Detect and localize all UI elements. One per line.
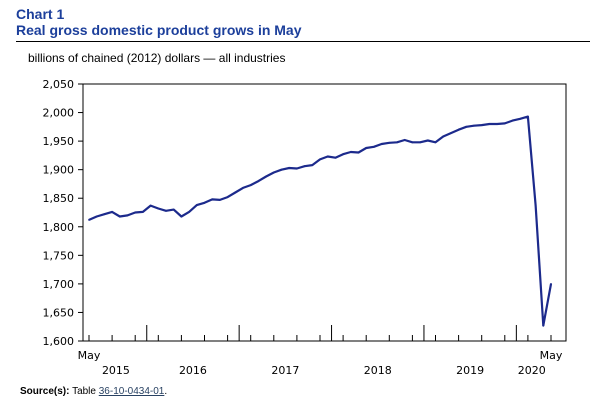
- data-point: [226, 196, 229, 199]
- data-point: [342, 153, 344, 156]
- data-point: [426, 139, 429, 142]
- data-point: [488, 123, 491, 125]
- data-point: [403, 139, 406, 141]
- data-point: [365, 147, 368, 149]
- data-point: [280, 168, 283, 171]
- data-point: [142, 211, 144, 213]
- y-tick-label: 1,600: [43, 335, 75, 348]
- chart-number: Chart 1: [16, 6, 65, 22]
- y-tick-label: 1,900: [43, 164, 75, 177]
- data-point: [172, 208, 175, 211]
- source-table-link[interactable]: 36-10-0434-01: [98, 386, 165, 397]
- data-point: [296, 167, 298, 170]
- data-point: [180, 215, 183, 218]
- x-month-label: May: [78, 349, 101, 362]
- data-point: [534, 204, 537, 207]
- series-layer: [88, 115, 553, 327]
- data-point: [303, 165, 306, 168]
- plot-border: [82, 83, 567, 342]
- data-point: [157, 207, 160, 210]
- source-label: Source(s):: [20, 386, 70, 397]
- data-point: [550, 283, 552, 285]
- data-point: [257, 180, 260, 183]
- y-tick-label: 2,000: [43, 107, 75, 120]
- data-point: [480, 124, 483, 126]
- data-point: [188, 211, 191, 213]
- data-point: [411, 141, 414, 144]
- x-year-label: 2020: [518, 364, 546, 377]
- y-tick-label: 1,700: [43, 278, 75, 291]
- data-point: [465, 125, 468, 128]
- data-point: [272, 171, 275, 174]
- data-point: [203, 201, 206, 204]
- data-point: [349, 151, 352, 153]
- data-point: [111, 211, 113, 213]
- data-point: [373, 145, 375, 148]
- x-year-label: 2017: [271, 364, 299, 377]
- y-axis-units-label: billions of chained (2012) dollars — all…: [28, 51, 286, 65]
- title-divider: [16, 41, 590, 42]
- source-note: Source(s): Table 36-10-0434-01.: [20, 386, 167, 397]
- chart-title: Real gross domestic product grows in May: [16, 22, 302, 38]
- data-point: [126, 214, 129, 217]
- data-point: [326, 155, 329, 158]
- source-table-prefix: Table: [72, 386, 96, 397]
- data-point: [473, 124, 475, 127]
- data-point: [234, 191, 237, 194]
- data-point: [88, 219, 90, 221]
- data-point: [149, 204, 152, 207]
- x-month-label: May: [540, 349, 563, 362]
- data-point: [542, 324, 545, 327]
- data-point: [457, 128, 460, 131]
- gdp-series-line: [88, 115, 553, 327]
- data-point: [118, 215, 121, 218]
- x-year-label: 2016: [179, 364, 207, 377]
- data-point: [165, 209, 167, 212]
- y-tick-label: 1,650: [43, 306, 75, 319]
- y-tick-label: 1,950: [43, 135, 75, 148]
- plot-area: [82, 83, 567, 342]
- data-point: [450, 132, 452, 135]
- data-point: [219, 199, 221, 201]
- data-point: [265, 175, 267, 178]
- data-point: [195, 204, 198, 207]
- y-tick-label: 1,800: [43, 221, 75, 234]
- y-tick-label: 1,750: [43, 249, 75, 262]
- data-point: [442, 135, 445, 138]
- data-point: [319, 158, 321, 161]
- data-point: [95, 215, 98, 218]
- data-point: [396, 141, 398, 144]
- y-tick-label: 2,050: [43, 78, 75, 91]
- data-point: [249, 184, 252, 187]
- data-point: [496, 123, 498, 125]
- data-point: [419, 141, 421, 144]
- data-point: [434, 141, 437, 144]
- data-point: [357, 151, 360, 154]
- y-axis: 1,600 1,650 1,700 1,750 1,800 1,850 1,900 1,950…: [43, 78, 83, 348]
- x-year-label: 2019: [456, 364, 484, 377]
- data-point: [134, 211, 137, 214]
- source-suffix: .: [164, 386, 168, 397]
- data-point: [388, 141, 391, 144]
- x-year-label: 2015: [102, 364, 130, 377]
- data-point: [334, 156, 337, 159]
- data-point: [311, 164, 314, 167]
- data-point: [503, 122, 506, 125]
- data-point: [519, 117, 522, 120]
- data-point: [103, 213, 106, 216]
- data-point: [511, 119, 514, 122]
- data-point: [242, 187, 244, 189]
- data-point: [527, 115, 529, 118]
- data-point: [288, 167, 291, 169]
- data-point: [211, 198, 214, 201]
- data-point: [380, 143, 383, 145]
- x-year-label: 2018: [364, 364, 392, 377]
- y-tick-label: 1,850: [43, 192, 75, 205]
